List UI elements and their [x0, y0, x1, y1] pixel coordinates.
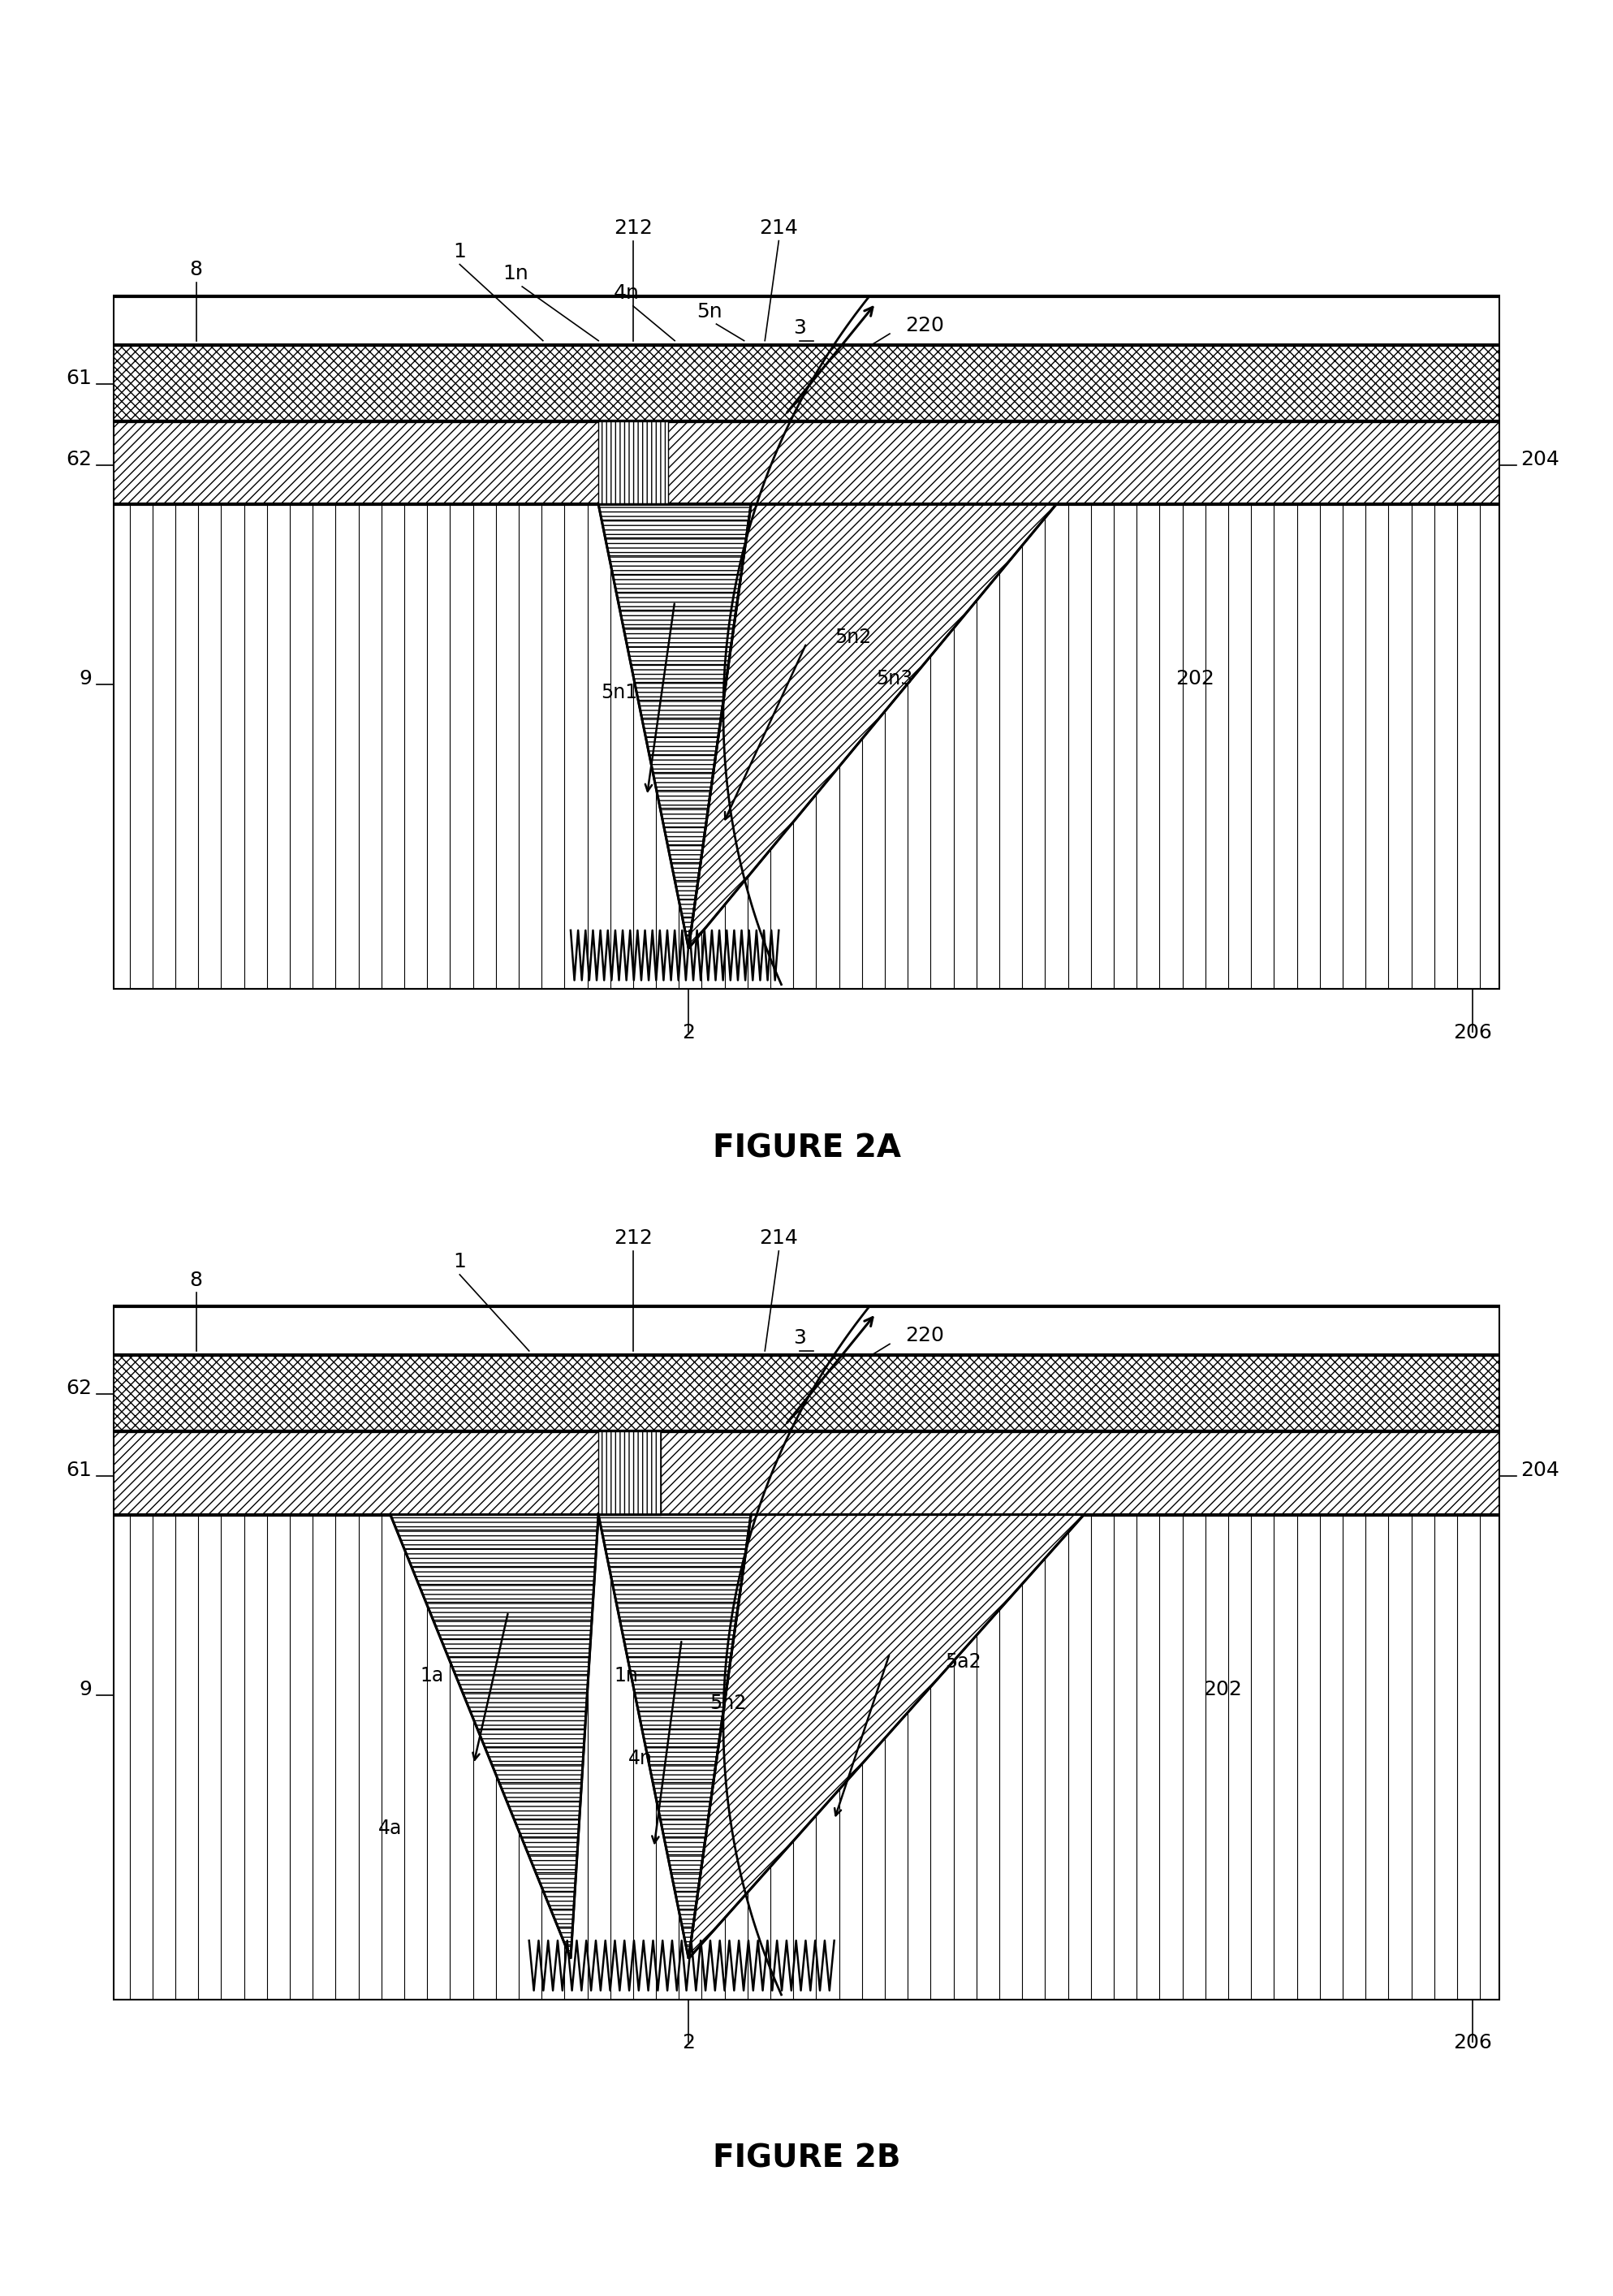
Text: FIGURE 2A: FIGURE 2A: [713, 1132, 900, 1164]
Text: 5n2: 5n2: [834, 627, 871, 647]
Text: 3: 3: [794, 1329, 806, 1348]
Text: 9: 9: [79, 1681, 92, 1699]
Text: 1n: 1n: [615, 1665, 639, 1685]
Text: 4n: 4n: [627, 1750, 652, 1768]
Bar: [598, 1430, 661, 1515]
Text: 9: 9: [79, 670, 92, 689]
Text: 62: 62: [66, 1378, 92, 1398]
Bar: [113, 344, 1500, 420]
Text: 5n: 5n: [697, 301, 723, 321]
Text: 4n: 4n: [613, 285, 639, 303]
Text: 3: 3: [794, 319, 806, 338]
Text: 206: 206: [1453, 1024, 1492, 1042]
Text: 61: 61: [66, 367, 92, 388]
Text: 204: 204: [1521, 450, 1560, 471]
Bar: [113, 1355, 1500, 1430]
Text: 214: 214: [760, 1228, 798, 1249]
Text: 62: 62: [66, 450, 92, 471]
Bar: [598, 420, 668, 505]
Text: 202: 202: [1203, 1681, 1242, 1699]
Text: 5a2: 5a2: [945, 1651, 981, 1671]
Text: 4a: 4a: [379, 1818, 402, 1837]
Text: 220: 220: [905, 315, 944, 335]
Text: 2: 2: [682, 2034, 695, 2053]
Text: 8: 8: [190, 259, 203, 280]
Text: 1n: 1n: [502, 264, 527, 285]
Text: 214: 214: [760, 218, 798, 239]
Text: 1a: 1a: [419, 1665, 444, 1685]
Polygon shape: [598, 1515, 752, 1958]
Text: 2: 2: [682, 1024, 695, 1042]
Text: 1: 1: [453, 1251, 466, 1272]
Text: 61: 61: [66, 1460, 92, 1481]
Text: 212: 212: [613, 1228, 653, 1249]
Text: 5n2: 5n2: [710, 1694, 747, 1713]
Text: 204: 204: [1521, 1460, 1560, 1481]
Polygon shape: [689, 1515, 1084, 1958]
Polygon shape: [689, 505, 1057, 948]
Bar: [113, 1430, 1500, 1515]
Text: 220: 220: [905, 1325, 944, 1345]
Text: 202: 202: [1176, 670, 1215, 689]
Text: 8: 8: [190, 1270, 203, 1290]
Polygon shape: [598, 505, 752, 948]
Text: 206: 206: [1453, 2034, 1492, 2053]
Text: 212: 212: [613, 218, 653, 239]
Text: FIGURE 2B: FIGURE 2B: [713, 2142, 900, 2174]
Text: 5n1: 5n1: [602, 684, 637, 703]
Text: 5n3: 5n3: [876, 670, 913, 689]
Polygon shape: [390, 1515, 598, 1958]
Bar: [113, 420, 1500, 505]
Text: 1: 1: [453, 241, 466, 262]
